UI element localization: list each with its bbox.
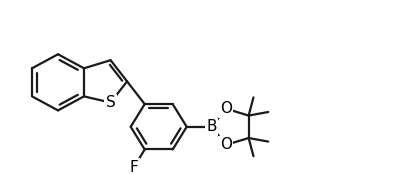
Text: O: O [220,137,232,152]
Text: B: B [206,119,217,134]
Text: F: F [129,160,138,174]
Text: S: S [106,95,116,110]
Text: O: O [220,101,232,116]
